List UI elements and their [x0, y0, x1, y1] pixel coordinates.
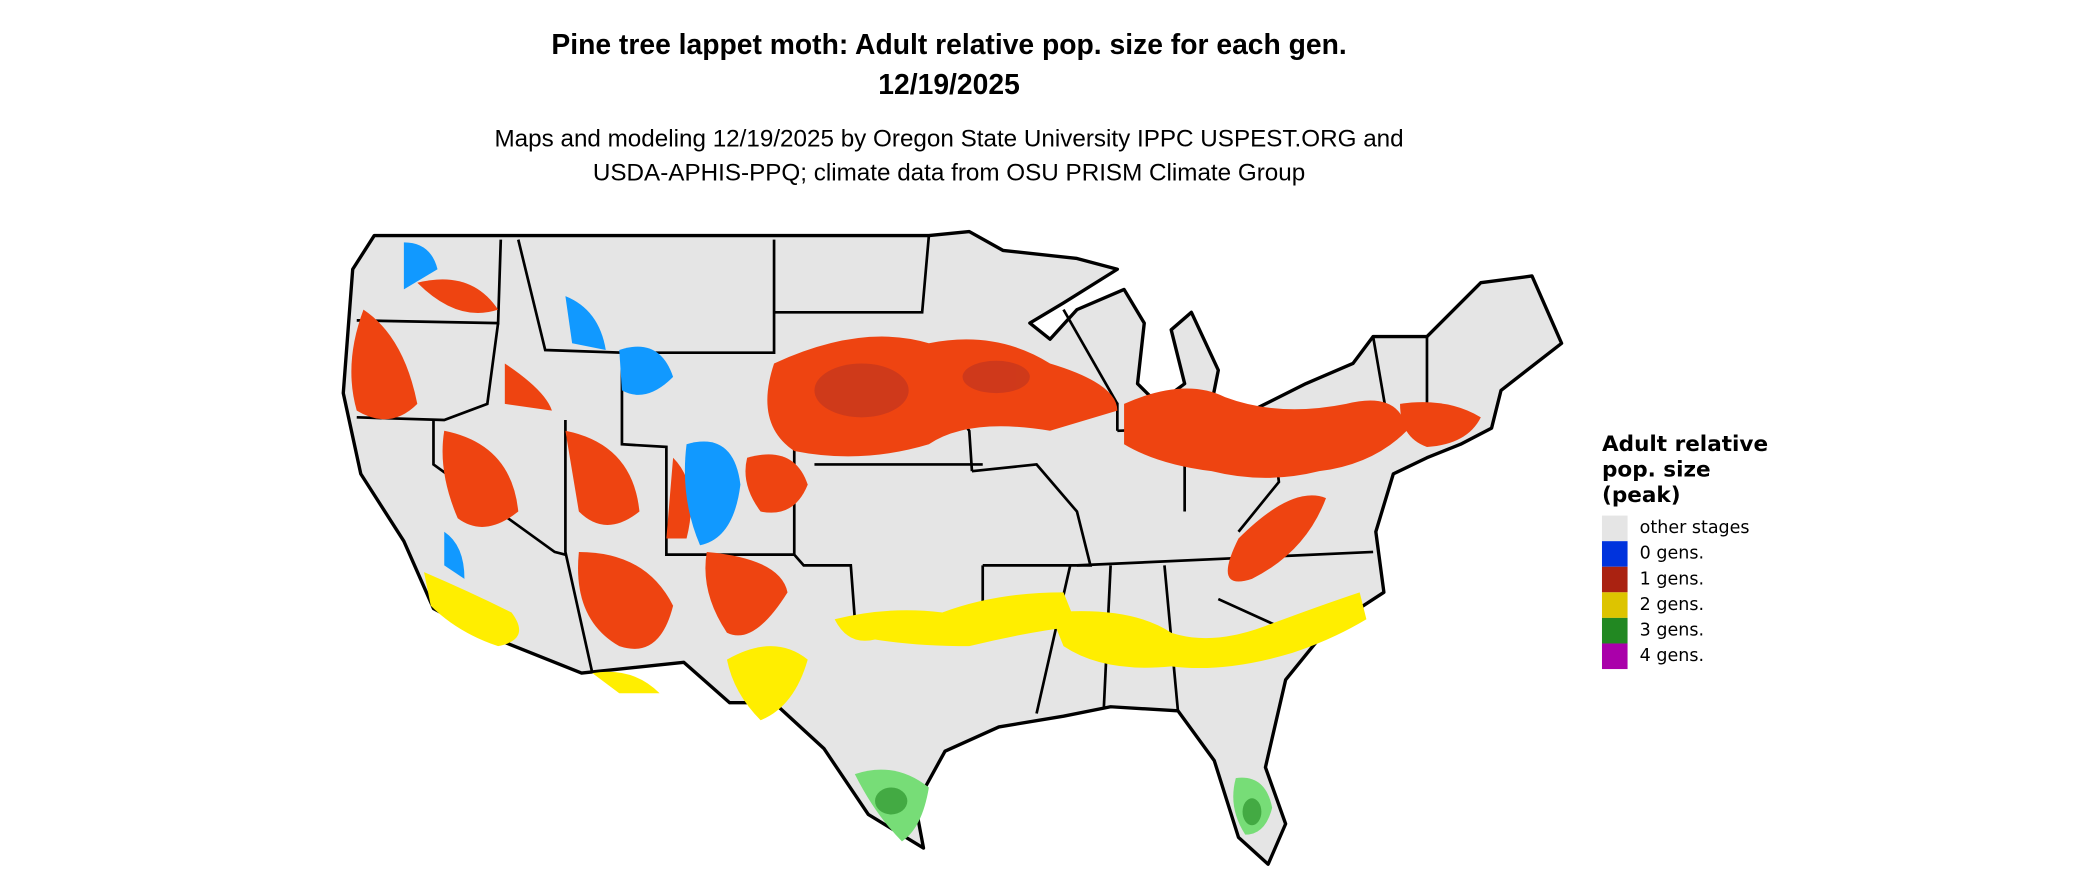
us-outline — [341, 229, 1564, 866]
legend-swatch — [1601, 617, 1628, 644]
legend-label: 0 gens. — [1639, 543, 1705, 565]
map-subtitle-line1: Maps and modeling 12/19/2025 by Oregon S… — [494, 125, 1404, 153]
legend-item: 2 gens. — [1601, 592, 1817, 618]
legend-item: 3 gens. — [1601, 617, 1817, 644]
legend-label: 3 gens. — [1639, 620, 1705, 641]
zero-gen-areas — [403, 242, 741, 579]
legend-item: 0 gens. — [1601, 541, 1817, 567]
legend-title-line3: (peak) — [1601, 481, 1681, 508]
legend-swatch — [1601, 566, 1628, 593]
legend-swatch — [1601, 643, 1628, 670]
three-gen-dark-areas — [875, 787, 1262, 826]
map-date: 12/19/2025 — [878, 70, 1020, 101]
legend-swatch — [1601, 592, 1628, 618]
legend-label: other stages — [1639, 518, 1750, 539]
map-subtitle-line2: USDA-APHIS-PPQ; climate data from OSU PR… — [592, 158, 1306, 186]
legend-swatch — [1601, 515, 1628, 542]
legend-title-line1: Adult relative — [1601, 430, 1769, 457]
one-gen-dark-areas — [814, 360, 1030, 418]
two-gen-areas — [424, 572, 1367, 721]
legend: Adult relative pop. size (peak) other st… — [1601, 430, 1817, 670]
legend-swatch — [1601, 541, 1628, 567]
legend-item: other stages — [1601, 515, 1817, 542]
legend-label: 2 gens. — [1639, 595, 1705, 616]
legend-item: 1 gens. — [1601, 566, 1817, 593]
legend-label: 1 gens. — [1639, 569, 1705, 590]
legend-item: 4 gens. — [1601, 643, 1817, 670]
legend-label: 4 gens. — [1639, 646, 1705, 667]
legend-title-line2: pop. size — [1601, 456, 1711, 482]
map-title: Pine tree lappet moth: Adult relative po… — [551, 29, 1347, 61]
